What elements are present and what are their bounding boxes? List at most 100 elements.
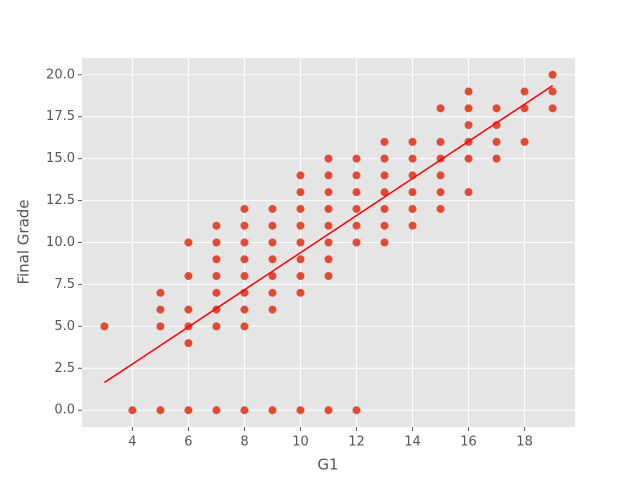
point xyxy=(464,104,473,113)
y-tick-label: 10.0 xyxy=(46,235,75,250)
point xyxy=(464,121,473,130)
y-tick-label: 15.0 xyxy=(46,151,75,166)
point xyxy=(408,154,417,163)
point xyxy=(296,255,305,264)
point xyxy=(352,221,361,230)
y-tick-label: 5.0 xyxy=(54,319,75,334)
point xyxy=(212,272,221,281)
point xyxy=(324,272,333,281)
point xyxy=(212,255,221,264)
point xyxy=(380,188,389,197)
point xyxy=(324,204,333,213)
point xyxy=(212,288,221,297)
point xyxy=(156,288,165,297)
point xyxy=(408,188,417,197)
point xyxy=(352,188,361,197)
point xyxy=(296,188,305,197)
point xyxy=(548,104,557,113)
point xyxy=(240,406,249,415)
x-tick-label: 10 xyxy=(292,435,309,450)
point xyxy=(184,305,193,314)
point xyxy=(352,171,361,180)
point xyxy=(352,204,361,213)
x-axis-label: G1 xyxy=(317,456,338,474)
point xyxy=(240,221,249,230)
point xyxy=(296,238,305,247)
point xyxy=(296,204,305,213)
x-tick-label: 6 xyxy=(184,435,192,450)
point xyxy=(492,121,501,130)
point xyxy=(184,339,193,348)
point xyxy=(352,154,361,163)
y-tick-label: 12.5 xyxy=(46,193,75,208)
regression-line xyxy=(103,85,554,384)
point xyxy=(268,204,277,213)
point xyxy=(100,322,109,331)
point xyxy=(464,87,473,96)
point xyxy=(268,221,277,230)
point xyxy=(380,171,389,180)
y-tick-label: 17.5 xyxy=(46,109,75,124)
point xyxy=(324,406,333,415)
x-tick-label: 16 xyxy=(460,435,477,450)
point xyxy=(548,87,557,96)
point xyxy=(324,188,333,197)
point xyxy=(380,221,389,230)
point xyxy=(352,406,361,415)
point xyxy=(212,322,221,331)
point xyxy=(240,305,249,314)
y-tick-label: 7.5 xyxy=(54,277,75,292)
point xyxy=(380,137,389,146)
point xyxy=(268,272,277,281)
point xyxy=(436,104,445,113)
point xyxy=(352,238,361,247)
point xyxy=(128,406,137,415)
point xyxy=(212,221,221,230)
point xyxy=(324,221,333,230)
point xyxy=(492,154,501,163)
point xyxy=(268,288,277,297)
point xyxy=(436,188,445,197)
point xyxy=(520,137,529,146)
x-tick-label: 12 xyxy=(348,435,365,450)
point xyxy=(268,255,277,264)
point xyxy=(492,104,501,113)
point xyxy=(380,154,389,163)
point xyxy=(520,87,529,96)
point xyxy=(380,204,389,213)
point xyxy=(240,322,249,331)
point xyxy=(464,154,473,163)
point xyxy=(240,238,249,247)
point xyxy=(408,137,417,146)
point xyxy=(184,272,193,281)
point xyxy=(268,238,277,247)
x-tick-label: 18 xyxy=(516,435,533,450)
x-tick-label: 8 xyxy=(240,435,248,450)
y-tick-label: 20.0 xyxy=(46,67,75,82)
x-tick-label: 4 xyxy=(128,435,136,450)
point xyxy=(492,137,501,146)
point xyxy=(436,137,445,146)
point xyxy=(296,221,305,230)
point xyxy=(548,70,557,79)
point xyxy=(408,221,417,230)
point xyxy=(156,406,165,415)
point xyxy=(380,238,389,247)
point xyxy=(156,322,165,331)
point xyxy=(296,406,305,415)
point xyxy=(408,204,417,213)
x-tick-label: 14 xyxy=(404,435,421,450)
point xyxy=(296,171,305,180)
point xyxy=(240,204,249,213)
point xyxy=(212,406,221,415)
point xyxy=(156,305,165,314)
point xyxy=(268,406,277,415)
y-axis-label: Final Grade xyxy=(15,199,33,284)
point xyxy=(212,238,221,247)
point xyxy=(184,406,193,415)
point xyxy=(324,171,333,180)
y-tick-label: 2.5 xyxy=(54,361,75,376)
point xyxy=(296,272,305,281)
point xyxy=(464,188,473,197)
